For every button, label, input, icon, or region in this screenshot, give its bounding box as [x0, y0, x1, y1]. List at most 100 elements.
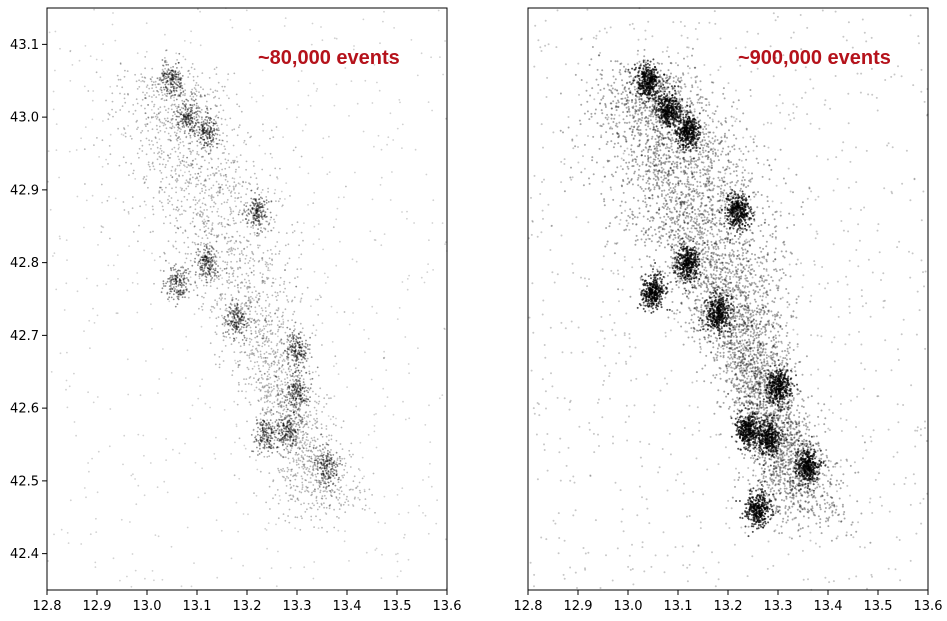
event-point	[186, 526, 189, 529]
event-point	[310, 457, 312, 460]
event-point	[254, 436, 256, 439]
event-point	[310, 457, 313, 460]
event-point	[227, 248, 230, 251]
event-point	[179, 138, 182, 141]
event-point	[234, 441, 236, 444]
event-point	[163, 285, 165, 287]
event-point	[170, 269, 173, 272]
event-point	[213, 201, 216, 204]
event-point	[441, 394, 444, 396]
event-point	[175, 98, 178, 101]
event-point	[219, 173, 222, 175]
event-point	[165, 49, 167, 52]
event-point	[119, 63, 122, 65]
event-point	[239, 209, 241, 212]
event-point	[267, 267, 270, 269]
event-point	[184, 252, 187, 255]
event-point	[303, 334, 306, 337]
event-point	[169, 276, 172, 279]
event-point	[291, 300, 293, 303]
event-point	[226, 323, 229, 325]
event-point	[185, 117, 187, 119]
event-point	[191, 106, 193, 109]
event-point	[186, 198, 189, 201]
event-point	[209, 342, 212, 345]
event-point	[183, 271, 186, 273]
event-point	[174, 168, 177, 171]
event-point	[338, 476, 340, 479]
event-point	[155, 86, 158, 89]
event-point	[310, 507, 313, 510]
event-point	[161, 75, 164, 77]
event-point	[223, 325, 226, 327]
event-point	[283, 394, 285, 397]
event-point	[264, 357, 267, 359]
event-point	[224, 323, 227, 326]
event-point	[279, 356, 282, 359]
event-point	[236, 403, 239, 406]
event-point	[288, 397, 291, 400]
event-point	[200, 137, 203, 140]
event-point	[256, 349, 259, 352]
event-point	[235, 362, 237, 365]
event-point	[310, 460, 312, 463]
event-point	[205, 116, 207, 119]
event-point	[289, 474, 292, 476]
event-point	[317, 402, 320, 405]
event-point	[206, 93, 209, 96]
event-point	[145, 175, 148, 178]
event-point	[195, 90, 198, 93]
event-point	[239, 351, 242, 354]
event-point	[333, 104, 336, 107]
event-point	[252, 345, 254, 348]
event-point	[276, 316, 279, 319]
event-point	[303, 566, 306, 569]
event-point	[55, 123, 58, 125]
event-point	[289, 195, 291, 197]
event-point	[407, 511, 410, 514]
event-point	[224, 236, 227, 239]
event-point	[240, 303, 243, 306]
event-point	[209, 206, 212, 208]
event-point	[233, 304, 236, 307]
event-point	[268, 352, 270, 355]
event-point	[220, 529, 223, 532]
event-point	[177, 199, 179, 202]
event-point	[288, 386, 291, 388]
event-point	[209, 269, 212, 271]
event-point	[222, 132, 225, 135]
event-point	[253, 286, 256, 288]
event-point	[191, 163, 194, 166]
event-point	[327, 276, 329, 279]
event-point	[91, 99, 94, 102]
event-point	[344, 465, 347, 467]
event-point	[184, 261, 187, 264]
event-point	[204, 111, 207, 113]
event-point	[171, 148, 174, 151]
event-point	[194, 232, 197, 235]
event-point	[182, 90, 185, 93]
event-point	[219, 187, 221, 190]
event-point	[239, 359, 241, 362]
event-point	[180, 128, 182, 131]
event-point	[252, 270, 255, 272]
event-point	[284, 416, 286, 419]
event-point	[203, 159, 206, 162]
event-point	[190, 113, 192, 116]
event-point	[232, 310, 235, 312]
event-point	[201, 130, 204, 133]
event-point	[268, 222, 271, 225]
event-point	[264, 260, 267, 263]
event-point	[212, 138, 214, 141]
event-point	[182, 102, 184, 105]
event-point	[261, 342, 264, 345]
event-point	[285, 182, 288, 185]
event-point	[193, 126, 196, 129]
event-point	[168, 292, 171, 295]
event-point	[122, 201, 125, 203]
event-point	[276, 428, 279, 430]
event-point	[145, 86, 148, 88]
event-point	[153, 282, 155, 285]
event-point	[194, 199, 197, 202]
event-point	[163, 222, 165, 225]
